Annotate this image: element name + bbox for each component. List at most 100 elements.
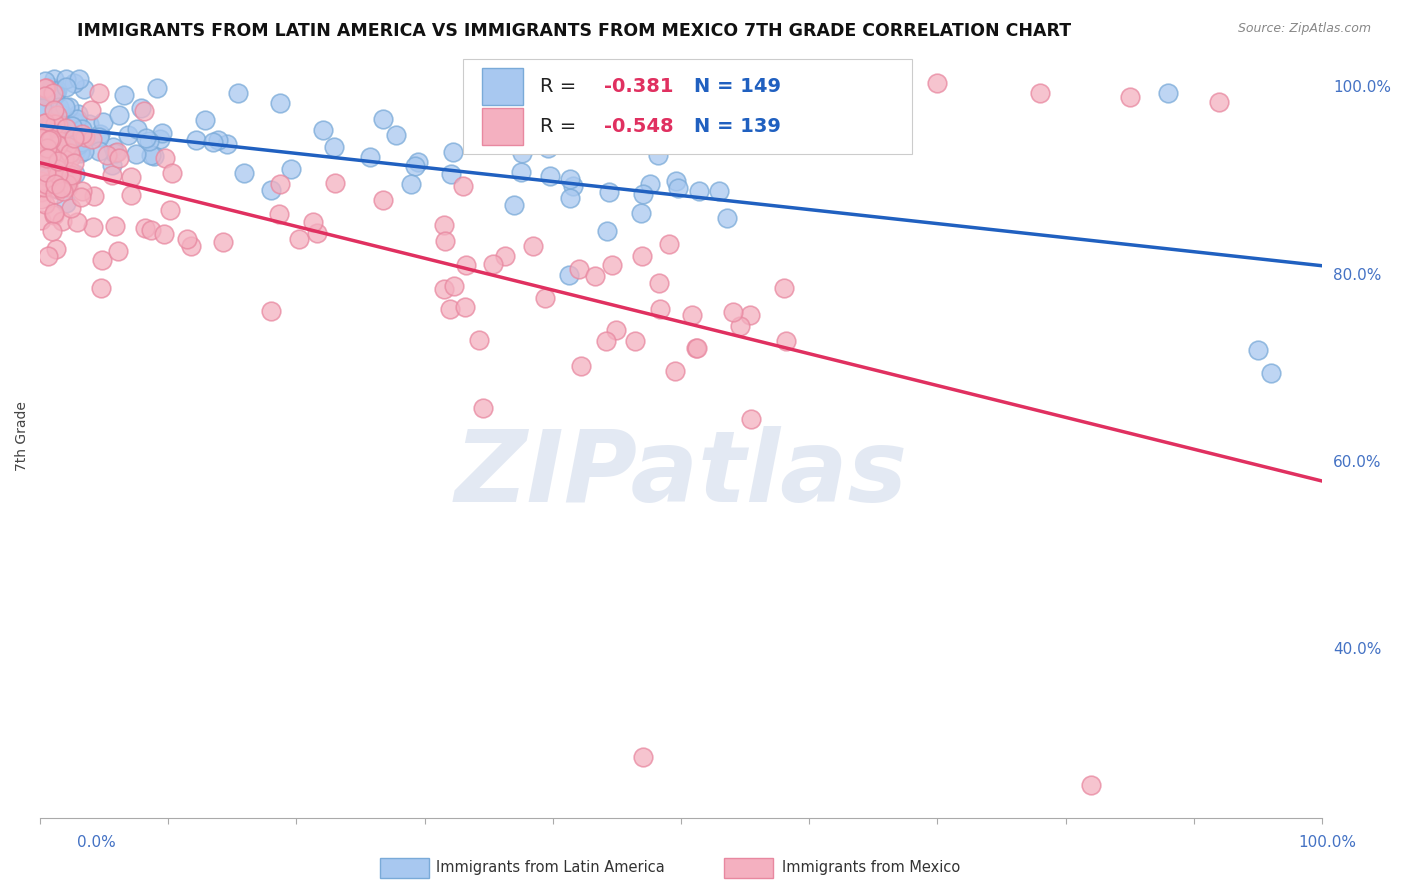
Text: R =: R = xyxy=(540,118,582,136)
Point xyxy=(1118,90,1140,104)
Point xyxy=(90,281,112,295)
Point xyxy=(56,134,79,148)
Point xyxy=(647,148,669,162)
Point xyxy=(34,81,56,95)
Text: 100.0%: 100.0% xyxy=(1299,836,1357,850)
Point xyxy=(100,158,122,172)
Point xyxy=(58,100,80,114)
Point xyxy=(35,125,58,139)
Point xyxy=(38,123,60,137)
Point xyxy=(434,234,457,248)
Text: -0.381: -0.381 xyxy=(605,77,673,96)
Point xyxy=(217,136,239,151)
Point xyxy=(44,187,66,202)
Point xyxy=(32,143,55,157)
Point xyxy=(42,206,65,220)
Point xyxy=(30,192,52,206)
Point xyxy=(155,151,177,165)
Point xyxy=(37,132,59,146)
Point xyxy=(510,165,533,179)
Point xyxy=(62,76,84,90)
Point xyxy=(30,213,52,227)
Point xyxy=(49,160,72,174)
Point xyxy=(558,268,581,283)
Point xyxy=(48,120,70,134)
Point xyxy=(569,359,592,373)
Point xyxy=(30,130,52,145)
Point xyxy=(45,83,67,97)
Point xyxy=(721,305,744,319)
Point xyxy=(30,185,52,199)
Point xyxy=(51,213,73,227)
Point xyxy=(96,148,118,162)
Text: 80.0%: 80.0% xyxy=(1333,268,1381,283)
Point xyxy=(117,128,139,142)
Point xyxy=(141,222,163,236)
Point xyxy=(323,176,346,190)
Point xyxy=(107,244,129,258)
Point xyxy=(49,181,72,195)
Point xyxy=(267,207,290,221)
Point xyxy=(52,127,75,141)
Point xyxy=(32,180,55,194)
Point xyxy=(34,87,56,101)
Point xyxy=(70,135,93,149)
Point xyxy=(681,308,703,322)
Point xyxy=(32,139,55,153)
Point xyxy=(260,183,283,197)
Point xyxy=(44,126,66,140)
Point xyxy=(44,72,66,87)
Point xyxy=(120,188,142,202)
Point xyxy=(260,304,283,318)
Point xyxy=(740,411,762,425)
Point xyxy=(648,302,671,317)
Point xyxy=(32,128,55,143)
Point xyxy=(45,172,67,186)
Text: R =: R = xyxy=(540,77,582,96)
Point xyxy=(39,140,62,154)
Point xyxy=(658,237,681,252)
Point xyxy=(129,101,152,115)
Point xyxy=(775,334,797,349)
Point xyxy=(89,128,111,142)
Point xyxy=(31,130,53,145)
Point xyxy=(49,118,72,132)
Point xyxy=(371,193,394,207)
Point xyxy=(467,333,489,347)
Point xyxy=(58,180,80,194)
Point xyxy=(494,249,516,263)
Point xyxy=(433,282,456,296)
Point xyxy=(79,103,101,117)
Point xyxy=(440,167,463,181)
Point xyxy=(406,155,429,169)
Point xyxy=(104,219,127,233)
Point xyxy=(73,145,96,159)
Point xyxy=(716,211,738,225)
Point xyxy=(37,249,59,263)
Point xyxy=(87,87,110,101)
Point xyxy=(70,122,93,136)
Point xyxy=(709,184,731,198)
Point xyxy=(211,235,233,249)
Point xyxy=(150,126,173,140)
Point xyxy=(53,100,76,114)
Point xyxy=(39,132,62,146)
Point xyxy=(1208,95,1230,109)
Point xyxy=(45,86,67,100)
Point xyxy=(45,108,67,122)
Point xyxy=(37,133,59,147)
Point xyxy=(39,132,62,146)
Point xyxy=(55,132,77,146)
Point xyxy=(688,184,710,198)
Point xyxy=(138,134,160,148)
Point xyxy=(228,87,250,101)
Point xyxy=(35,177,58,191)
Point xyxy=(359,150,381,164)
Point xyxy=(90,252,112,267)
Point xyxy=(311,123,333,137)
Point xyxy=(42,129,65,144)
Point xyxy=(56,178,79,192)
Point xyxy=(65,143,87,157)
Point xyxy=(454,258,477,272)
Point xyxy=(77,117,100,131)
